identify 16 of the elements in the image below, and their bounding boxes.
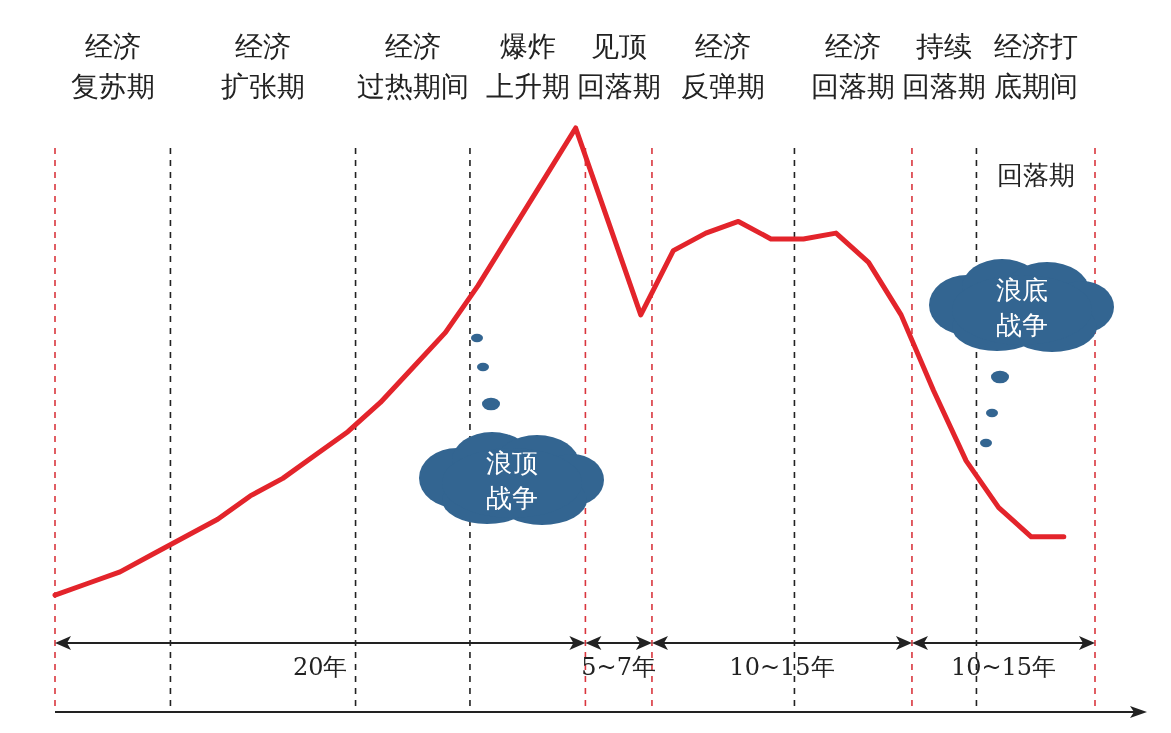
phase-label: 经济复苏期 (70, 30, 155, 103)
cloud-label: 浪顶战争 (486, 448, 538, 513)
phase-label: 见顶回落期 (576, 30, 661, 103)
span-label: 20年 (292, 653, 348, 681)
phase-label: 经济过热期间 (356, 30, 469, 103)
phase-label: 经济扩张期 (221, 30, 305, 103)
phase-label: 经济打底期间 (993, 30, 1078, 103)
phase-label: 经济反弹期 (681, 30, 766, 103)
span-label: 10~15年 (950, 653, 1057, 681)
phase-label: 爆炸上升期 (485, 30, 570, 103)
phase-label: 经济回落期 (811, 30, 896, 103)
annotation: 回落期 (996, 160, 1075, 190)
phase-label: 持续回落期 (902, 30, 987, 103)
span-label: 10~15年 (729, 653, 835, 681)
span-label: 5~7年 (581, 653, 656, 681)
cloud-label: 浪底战争 (996, 275, 1048, 340)
